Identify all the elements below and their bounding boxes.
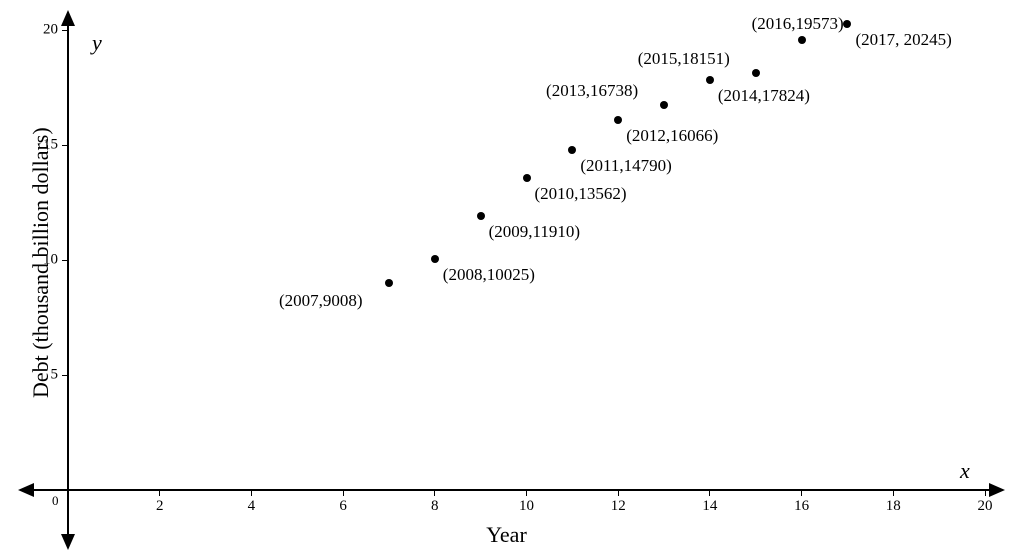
data-point — [385, 279, 393, 287]
x-tick — [343, 490, 344, 496]
x-tick — [618, 490, 619, 496]
data-point-label: (2016,19573) — [752, 14, 844, 34]
x-axis-letter: x — [960, 458, 970, 484]
x-tick-label: 8 — [431, 498, 439, 515]
x-tick-label: 14 — [702, 498, 717, 515]
x-tick — [526, 490, 527, 496]
data-point — [614, 116, 622, 124]
x-tick — [434, 490, 435, 496]
y-axis-arrow-up — [61, 10, 75, 26]
data-point — [798, 36, 806, 44]
data-point-label: (2015,18151) — [638, 49, 730, 69]
x-tick-label: 4 — [248, 498, 256, 515]
data-point-label: (2009,11910) — [489, 222, 580, 242]
data-point-label: (2014,17824) — [718, 86, 810, 106]
x-axis-line — [28, 489, 995, 491]
x-tick-label: 20 — [978, 498, 993, 515]
data-point-label: (2010,13562) — [535, 184, 627, 204]
y-tick-label: 10 — [43, 252, 58, 269]
y-axis-letter: y — [92, 30, 102, 56]
x-tick-label: 16 — [794, 498, 809, 515]
y-tick — [62, 30, 68, 31]
x-tick-label: 2 — [156, 498, 164, 515]
y-tick — [62, 145, 68, 146]
data-point — [660, 101, 668, 109]
data-point — [477, 212, 485, 220]
y-tick — [62, 375, 68, 376]
data-point — [431, 255, 439, 263]
data-point — [706, 76, 714, 84]
data-point-label: (2011,14790) — [580, 156, 671, 176]
x-tick — [159, 490, 160, 496]
x-tick-label: 18 — [886, 498, 901, 515]
x-tick-label: 10 — [519, 498, 534, 515]
x-tick — [801, 490, 802, 496]
data-point — [523, 174, 531, 182]
x-tick-label: 6 — [339, 498, 347, 515]
y-tick — [62, 260, 68, 261]
data-point-label: (2007,9008) — [279, 291, 363, 311]
x-tick — [251, 490, 252, 496]
data-point-label: (2012,16066) — [626, 126, 718, 146]
scatter-chart: 0 y x Year Debt (thousand billion dollar… — [0, 0, 1013, 558]
x-tick — [709, 490, 710, 496]
data-point-label: (2008,10025) — [443, 265, 535, 285]
x-axis-title: Year — [486, 522, 527, 548]
y-axis-line — [67, 20, 69, 540]
x-axis-arrow-right — [989, 483, 1005, 497]
x-tick — [985, 490, 986, 496]
y-tick-label: 20 — [43, 22, 58, 39]
data-point-label: (2017, 20245) — [855, 30, 951, 50]
y-tick-label: 15 — [43, 137, 58, 154]
data-point-label: (2013,16738) — [546, 81, 638, 101]
y-tick-label: 5 — [51, 367, 59, 384]
origin-label: 0 — [52, 493, 59, 509]
x-axis-arrow-left — [18, 483, 34, 497]
x-tick-label: 12 — [611, 498, 626, 515]
y-axis-arrow-down — [61, 534, 75, 550]
data-point — [752, 69, 760, 77]
data-point — [568, 146, 576, 154]
x-tick — [893, 490, 894, 496]
data-point — [843, 20, 851, 28]
